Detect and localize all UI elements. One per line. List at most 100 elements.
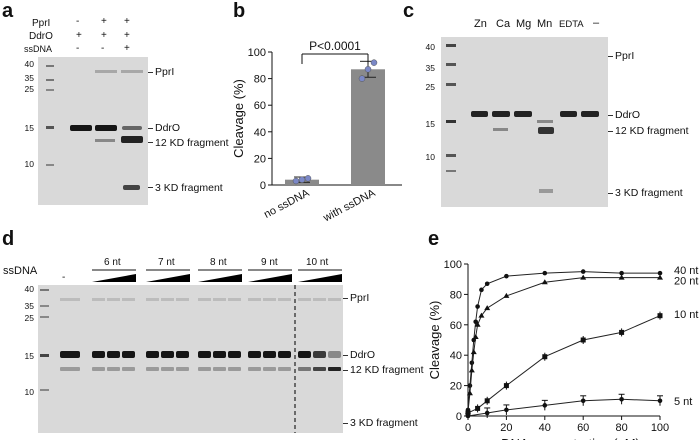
tick-a-3kd (148, 187, 153, 188)
e-point-1-8 (503, 292, 510, 298)
sign-a-r1-l2: + (124, 30, 130, 41)
e-point-1-3 (470, 349, 477, 355)
gel-d-ppri-band-2 (107, 298, 120, 301)
gel-d-ppri-band-3 (122, 298, 135, 301)
panel-d-letter: d (2, 228, 15, 250)
sign-a-r0-l0: - (76, 16, 80, 27)
gel-d-fragment-band-8 (213, 367, 226, 371)
e-point-3-0 (465, 413, 471, 419)
tick-c-3kd (608, 193, 613, 194)
gel-d-ddro-band-12 (278, 351, 291, 358)
gel-d-ppri-band-4 (146, 298, 159, 301)
band-label-d-3kd: 3 KD fragment (350, 417, 418, 429)
group-label-7nt: 7 nt (158, 257, 175, 268)
gel-d-ppri-band-12 (278, 298, 291, 301)
band-label-a-12kd: 12 KD fragment (155, 137, 229, 149)
e-point-0-11 (619, 270, 624, 276)
b-pvalue: P<0.0001 (309, 39, 361, 53)
e-series-label-2: 10 nt (674, 309, 698, 321)
gel-d-ppri-band-5 (161, 298, 174, 301)
e-point-0-9 (542, 270, 548, 276)
gel-d-fragment-band-3 (122, 367, 135, 371)
gel-d-fragment-band-2 (107, 367, 120, 371)
mw-d-35: 35 (24, 301, 34, 311)
e-xtick-label: 40 (539, 422, 551, 434)
gel-a-bands (46, 65, 143, 190)
mw-a-10: 10 (24, 159, 34, 169)
gel-d-ppri-band-0 (60, 298, 80, 301)
gel-d-ddro-band-7 (198, 351, 211, 358)
lane-label-edta: EDTA (559, 19, 584, 30)
sign-a-r1-l1: + (101, 30, 107, 41)
gel-d-fragment-band-5 (161, 367, 174, 371)
wedge-9nt (248, 274, 292, 282)
gel-d-fragment-band-4 (146, 367, 159, 371)
lane-label-none: – (593, 17, 600, 29)
mw-d-15: 15 (24, 351, 34, 361)
gel-c (441, 37, 608, 207)
group-label-10nt: 10 nt (306, 257, 329, 268)
e-point-1-11 (618, 274, 625, 280)
wedge-8nt (198, 274, 242, 282)
tick-a-12kd (148, 142, 153, 143)
wedge-10nt (298, 274, 342, 282)
e-ytick-label: 60 (450, 320, 462, 332)
band-label-c-12kd: 12 KD fragment (615, 125, 689, 137)
e-point-1-10 (580, 274, 587, 280)
tick-d-3kd (343, 423, 348, 424)
b-ytick-label: 20 (254, 153, 266, 165)
e-series-label-1: 20 nt (674, 276, 698, 288)
lane-label-ca: Ca (496, 18, 511, 30)
gel-d-ddro-band-4 (146, 351, 159, 358)
tick-d-ppri (343, 298, 348, 299)
mw-d-10: 10 (24, 387, 34, 397)
group-label-9nt: 9 nt (261, 257, 278, 268)
e-series-line-3 (467, 398, 661, 417)
gel-d-ddro-band-2 (107, 351, 120, 358)
gel-d-fragment-band-6 (176, 367, 189, 371)
b-ytick-label: 80 (254, 74, 266, 86)
band-label-c-3kd: 3 KD fragment (615, 187, 683, 199)
dash-lane-d: - (62, 272, 66, 283)
row-label-ssdna: ssDNA (24, 44, 53, 54)
sign-a-r0-l2: + (124, 16, 130, 27)
sign-a-r2-l2: + (124, 43, 130, 54)
b-point-0-0 (292, 177, 300, 185)
e-point-0-6 (479, 287, 484, 293)
b-y-axis-label: Cleavage (%) (231, 79, 246, 158)
tick-d-ddro (343, 355, 348, 356)
e-x-axis-label: ssDNA concentration (nM) (488, 436, 640, 440)
e-point-1-9 (541, 279, 548, 285)
mw-a-40: 40 (24, 59, 34, 69)
gel-d-fragment-band-0 (60, 367, 80, 371)
tick-c-12kd (608, 131, 613, 132)
e-point-0-2 (469, 360, 475, 366)
row-label-ddro: DdrO (29, 31, 53, 42)
e-ytick-label: 100 (444, 259, 462, 271)
gel-d-fragment-band-15 (328, 367, 341, 371)
gel-d-ppri-band-13 (298, 298, 311, 301)
gradient-wedges-d (92, 269, 342, 282)
e-point-0-4 (473, 319, 478, 325)
b-ytick-label: 100 (248, 47, 266, 59)
mw-a-35: 35 (24, 73, 34, 83)
sign-a-r2-l1: - (101, 43, 105, 54)
e-point-1-6 (478, 312, 485, 318)
gel-d-ppri-band-9 (228, 298, 241, 301)
gel-d-ddro-band-6 (176, 351, 189, 358)
chart-b: 0 20 40 60 80 100 Cleavage (%) no ssDNA with ssD… (231, 39, 402, 225)
band-label-d-ddro: DdrO (350, 349, 376, 361)
e-point-0-10 (580, 269, 586, 274)
group-label-8nt: 8 nt (210, 257, 227, 268)
e-point-1-5 (474, 321, 481, 327)
gel-d-ppri-band-1 (92, 298, 105, 301)
panel-b-letter: b (233, 0, 246, 22)
group-label-6nt: 6 nt (104, 257, 121, 268)
b-ytick-label: 60 (254, 100, 266, 112)
gel-d-fragment-band-7 (198, 367, 211, 371)
gel-d-ddro-band-9 (228, 351, 241, 358)
gel-a (38, 57, 148, 205)
b-point-1-0 (358, 75, 366, 82)
e-ytick-label: 80 (450, 289, 462, 301)
b-ytick-label: 40 (254, 127, 266, 139)
